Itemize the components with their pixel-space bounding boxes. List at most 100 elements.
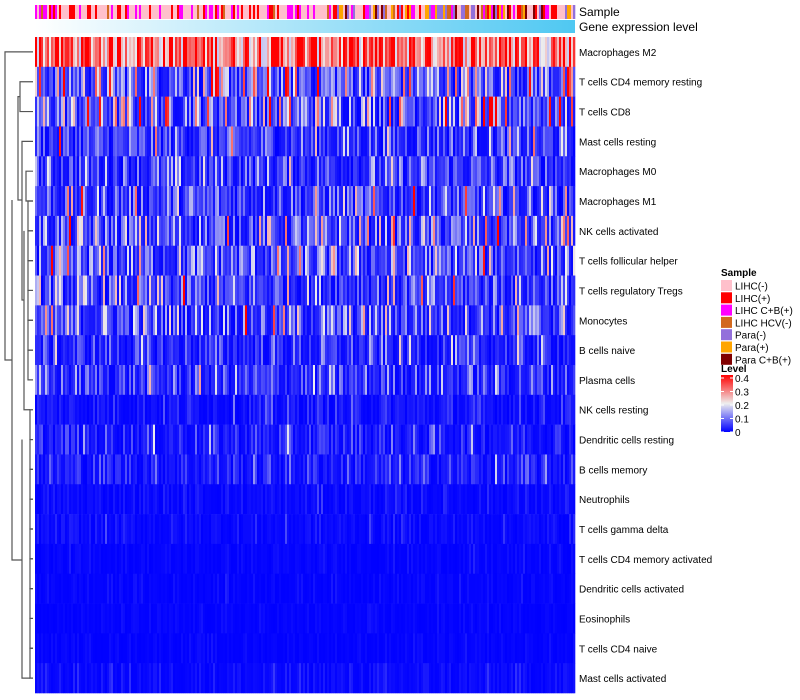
heatmap-cell (237, 365, 240, 396)
heatmap-cell (99, 37, 102, 68)
heatmap-cell (39, 305, 42, 336)
heatmap-cell (499, 66, 502, 97)
heatmap-cell (155, 66, 158, 97)
heatmap-cell (415, 126, 418, 157)
heatmap-cell (349, 454, 352, 485)
heatmap-cell (439, 365, 442, 396)
heatmap-cell (63, 96, 66, 127)
heatmap-cell (255, 96, 258, 127)
heatmap-cell (299, 156, 302, 187)
heatmap-cell (443, 37, 446, 68)
heatmap-cell (563, 215, 566, 247)
heatmap-cell (533, 275, 536, 306)
heatmap-cell (541, 215, 544, 247)
heatmap-cell (189, 126, 192, 157)
heatmap-cell (289, 275, 292, 306)
heatmap-cell (553, 186, 556, 217)
heatmap-cell (283, 365, 286, 396)
heatmap-cell (311, 305, 314, 336)
heatmap-cell (565, 245, 568, 276)
heatmap-cell (163, 484, 166, 515)
heatmap-cell (445, 394, 448, 425)
heatmap-cell (273, 215, 276, 247)
heatmap-cell (533, 305, 536, 336)
heatmap-cell (369, 335, 372, 366)
heatmap-cell (321, 335, 324, 366)
heatmap-cell (139, 96, 142, 127)
heatmap-cell (529, 126, 532, 157)
heatmap-cell (505, 514, 508, 545)
heatmap-cell (213, 245, 216, 276)
heatmap-cell (511, 126, 514, 157)
heatmap-cell (405, 394, 408, 425)
heatmap-cell (119, 484, 122, 515)
heatmap-cell (139, 37, 142, 68)
heatmap-cell (545, 66, 548, 97)
heatmap-cell (235, 543, 238, 575)
heatmap-cell (219, 96, 222, 127)
heatmap-cell (417, 484, 420, 515)
heatmap-cell (547, 66, 550, 97)
heatmap-cell (533, 156, 536, 187)
heatmap-cell (95, 335, 98, 366)
heatmap-cell (123, 275, 126, 306)
heatmap-cell (291, 394, 294, 425)
heatmap-cell (299, 424, 302, 455)
sample-cell (369, 5, 372, 19)
heatmap-cell (343, 66, 346, 97)
heatmap-cell (257, 543, 260, 575)
heatmap-cell (91, 484, 94, 515)
heatmap-cell (479, 514, 482, 545)
heatmap-cell (293, 215, 296, 247)
heatmap-cell (485, 454, 488, 485)
heatmap-cell (199, 215, 202, 247)
heatmap-cell (273, 543, 276, 575)
heatmap-cell (329, 156, 332, 187)
heatmap-cell (61, 215, 64, 247)
heatmap-cell (233, 424, 236, 455)
sample-cell (105, 5, 108, 19)
heatmap-cell (319, 454, 322, 485)
heatmap-cell (61, 186, 64, 217)
heatmap-cell (151, 275, 154, 306)
heatmap-cell (211, 514, 214, 545)
heatmap-cell (111, 424, 114, 455)
heatmap-cell (111, 454, 114, 485)
heatmap-cell (119, 215, 122, 247)
heatmap-cell (529, 305, 532, 336)
heatmap-cell (467, 305, 470, 336)
heatmap-cell (559, 156, 562, 187)
heatmap-cell (89, 424, 92, 455)
heatmap-cell (49, 126, 52, 157)
heatmap-cell (199, 96, 202, 127)
heatmap-cell (199, 126, 202, 157)
sample-cell (337, 5, 340, 19)
heatmap-cell (269, 454, 272, 485)
heatmap-cell (273, 514, 276, 545)
heatmap-cell (495, 186, 498, 217)
heatmap-cell (189, 245, 192, 276)
heatmap-cell (497, 394, 500, 425)
heatmap-cell (445, 484, 448, 515)
heatmap-cell (99, 484, 102, 515)
heatmap-cell (49, 305, 52, 336)
heatmap-cell (245, 215, 248, 247)
heatmap-cell (435, 424, 438, 455)
heatmap-cell (555, 365, 558, 396)
heatmap-cell (59, 96, 62, 127)
heatmap-cell (91, 96, 94, 127)
heatmap-cell (171, 305, 174, 336)
heatmap-cell (511, 245, 514, 276)
heatmap-cell (317, 484, 320, 515)
heatmap-cell (381, 335, 384, 366)
heatmap-cell (151, 37, 154, 68)
heatmap-cell (269, 305, 272, 336)
heatmap-cell (275, 275, 278, 306)
heatmap-cell (239, 245, 242, 276)
heatmap-cell (221, 424, 224, 455)
heatmap-cell (389, 394, 392, 425)
heatmap-cell (457, 275, 460, 306)
heatmap-cell (167, 484, 170, 515)
heatmap-cell (215, 126, 218, 157)
heatmap-cell (431, 66, 434, 97)
